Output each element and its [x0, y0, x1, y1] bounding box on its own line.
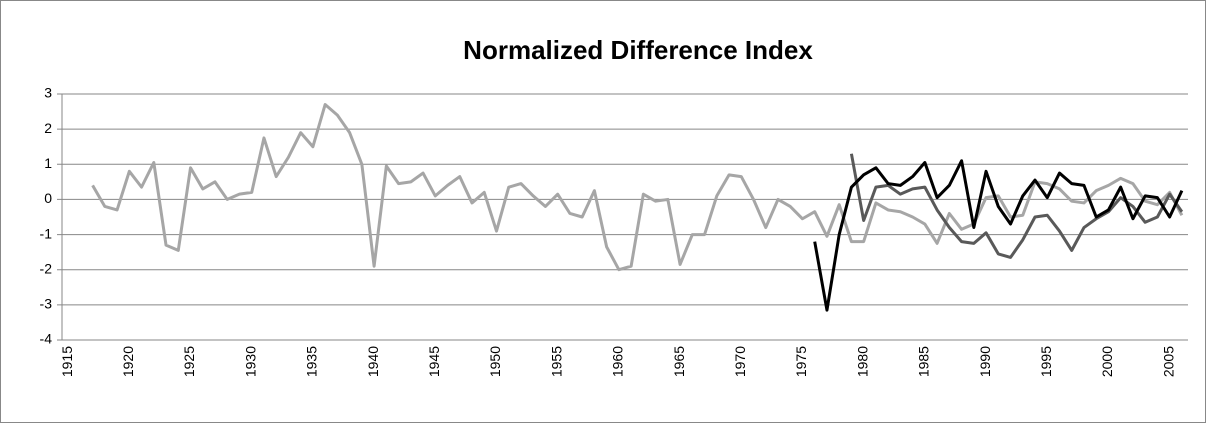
- chart-title: Normalized Difference Index: [463, 35, 813, 65]
- x-tick-label: 2000: [1099, 346, 1115, 377]
- y-tick-label: 3: [44, 85, 52, 101]
- series-line: [813, 159, 1184, 312]
- x-tick-label: 1940: [365, 346, 381, 377]
- x-tick-label: 1995: [1038, 346, 1054, 377]
- x-tick-label: 1965: [671, 346, 687, 377]
- x-tick-label: 1945: [426, 346, 442, 377]
- x-tick-label: 1960: [610, 346, 626, 377]
- y-tick-label: -2: [40, 260, 53, 276]
- x-tick-label: 1970: [732, 346, 748, 377]
- x-tick-label: 1915: [59, 346, 75, 377]
- x-tick-label: 1920: [120, 346, 136, 377]
- y-tick-label: -4: [40, 331, 53, 347]
- y-tick-label: -3: [40, 296, 53, 312]
- y-tick-label: 2: [44, 120, 52, 136]
- y-tick-label: 1: [44, 155, 52, 171]
- x-tick-label: 1990: [977, 346, 993, 377]
- x-tick-label: 1935: [304, 346, 320, 377]
- y-tick-label: -1: [40, 225, 53, 241]
- x-tick-label: 1950: [487, 346, 503, 377]
- x-tick-label: 1925: [181, 346, 197, 377]
- x-tick-label: 1980: [854, 346, 870, 377]
- series-line: [91, 103, 1184, 272]
- x-tick-label: 2005: [1160, 346, 1176, 377]
- x-tick-label: 1955: [548, 346, 564, 377]
- x-tick-label: 1985: [916, 346, 932, 377]
- x-tick-label: 1975: [793, 346, 809, 377]
- x-tick-label: 1930: [242, 346, 258, 377]
- y-tick-label: 0: [44, 190, 52, 206]
